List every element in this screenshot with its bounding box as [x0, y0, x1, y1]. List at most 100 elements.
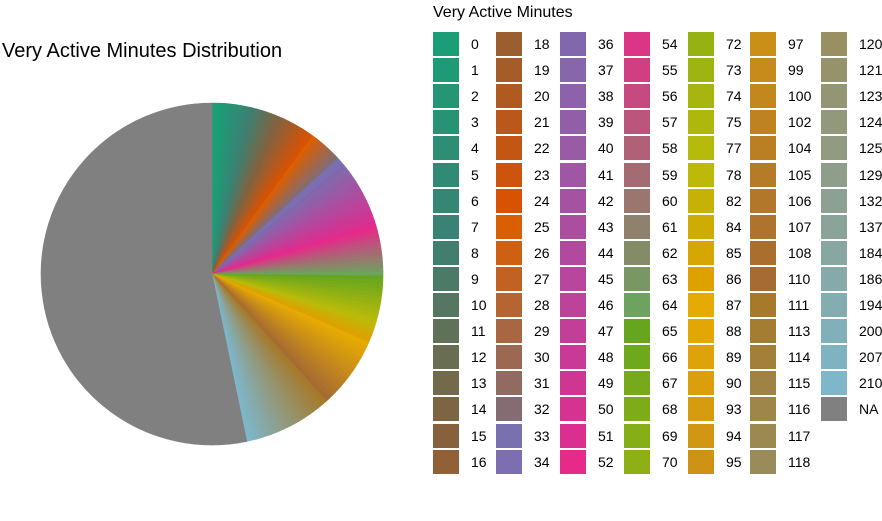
legend-label: 200: [859, 323, 882, 340]
legend-label: 184: [859, 244, 882, 261]
legend-label: 118: [788, 453, 811, 470]
legend-label: 121: [859, 62, 882, 79]
legend-label: 97: [788, 36, 804, 52]
legend-swatch: [496, 293, 522, 317]
legend-label: 56: [662, 88, 678, 105]
legend-swatch: [624, 345, 650, 370]
legend-swatch: [624, 319, 650, 344]
legend-label: 64: [662, 297, 678, 313]
legend-label: 3: [471, 114, 479, 131]
legend-swatch: [750, 84, 776, 109]
legend-swatch: [688, 84, 714, 109]
legend-swatch: [624, 84, 650, 109]
legend-swatch: [560, 319, 586, 344]
legend-label: 50: [598, 401, 614, 418]
legend-swatch: [433, 371, 459, 396]
legend-swatch: [496, 319, 522, 344]
legend-label: 39: [598, 114, 614, 131]
legend-label: 26: [534, 244, 550, 261]
legend-label: 87: [726, 297, 742, 313]
legend-swatch: [821, 397, 847, 422]
legend-label: 117: [788, 427, 811, 444]
legend-swatch: [688, 110, 714, 135]
legend-label: 40: [598, 140, 614, 157]
legend-label: 120: [859, 36, 882, 52]
legend-swatch: [560, 58, 586, 83]
legend-swatch: [624, 136, 650, 161]
pie-slice-NA: [40, 102, 248, 446]
legend-label: 102: [788, 114, 812, 131]
legend-swatch: [496, 345, 522, 370]
legend-swatch: [821, 188, 847, 213]
legend-label: 43: [598, 218, 614, 235]
legend-swatch: [688, 397, 714, 422]
legend-label: 12: [471, 349, 487, 366]
legend-label: 6: [471, 192, 479, 209]
legend-swatch: [688, 58, 714, 83]
legend-label: 108: [788, 244, 812, 261]
legend-swatch: [624, 188, 650, 213]
legend-label: 72: [726, 36, 742, 52]
legend-swatch: [433, 266, 459, 291]
legend-label: 31: [534, 375, 550, 392]
legend-swatch: [433, 397, 459, 422]
legend-swatch: [688, 32, 714, 56]
chart-title: Very Active Minutes Distribution: [2, 40, 283, 62]
legend-label: 5: [471, 166, 479, 183]
legend-label: 94: [726, 427, 742, 444]
legend-swatch: [750, 136, 776, 161]
legend-label: 20: [534, 88, 550, 105]
legend-swatch: [433, 423, 459, 448]
legend-label: 85: [726, 244, 742, 261]
legend-label: 124: [859, 114, 882, 131]
legend-swatch: [433, 188, 459, 213]
legend-label: 99: [788, 62, 804, 79]
legend-swatch: [688, 188, 714, 213]
legend-swatch: [688, 293, 714, 317]
legend-label: 114: [788, 349, 811, 366]
legend-label: 38: [598, 88, 614, 105]
legend-label: 63: [662, 270, 678, 287]
legend-label: 95: [726, 453, 742, 470]
legend-swatch: [821, 240, 847, 265]
legend-label: 194: [859, 297, 882, 313]
legend-swatch: [688, 345, 714, 370]
legend-swatch: [624, 214, 650, 239]
legend-label: 47: [598, 323, 614, 340]
legend-label: 90: [726, 375, 742, 392]
legend-swatch: [624, 58, 650, 83]
legend-label: 41: [598, 166, 614, 183]
legend-label: 13: [471, 375, 487, 392]
legend-swatch: [560, 266, 586, 291]
legend-swatch: [496, 423, 522, 448]
legend-swatch: [496, 162, 522, 187]
legend-label: 78: [726, 166, 742, 183]
legend-label: 68: [662, 401, 678, 418]
legend-swatch: [433, 162, 459, 187]
legend-label: 23: [534, 166, 550, 183]
legend-label: 4: [471, 140, 479, 157]
legend-label: 210: [859, 375, 882, 392]
legend-label: 62: [662, 244, 678, 261]
legend-label: 44: [598, 244, 614, 261]
legend-swatch: [750, 240, 776, 265]
legend-swatch: [560, 214, 586, 239]
legend-swatch: [624, 397, 650, 422]
legend-label: 132: [859, 192, 882, 209]
legend-label: 45: [598, 270, 614, 287]
legend-label: 77: [726, 140, 742, 157]
legend-swatch: [688, 423, 714, 448]
legend-swatch: [560, 162, 586, 187]
legend-swatch: [433, 214, 459, 239]
legend-swatch: [821, 162, 847, 187]
legend-label: 55: [662, 62, 678, 79]
legend-swatch: [496, 266, 522, 291]
legend-swatch: [496, 371, 522, 396]
legend-swatch: [560, 423, 586, 448]
legend-swatch: [688, 449, 714, 474]
legend-swatch: [496, 188, 522, 213]
legend-swatch: [821, 58, 847, 83]
legend-swatch: [433, 240, 459, 265]
legend-label: 74: [726, 88, 742, 105]
